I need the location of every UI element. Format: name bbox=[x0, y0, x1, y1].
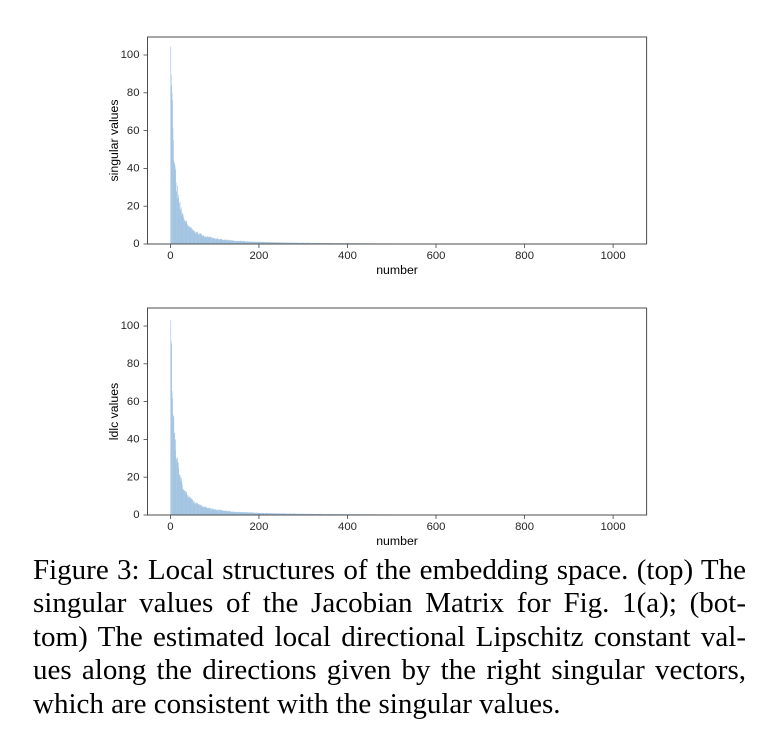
svg-text:800: 800 bbox=[515, 250, 534, 262]
svg-text:80: 80 bbox=[127, 358, 140, 370]
svg-text:200: 200 bbox=[250, 250, 269, 262]
svg-text:400: 400 bbox=[338, 521, 357, 533]
svg-text:singular values: singular values bbox=[107, 99, 121, 181]
svg-text:20: 20 bbox=[127, 471, 140, 483]
svg-text:number: number bbox=[376, 534, 418, 548]
svg-text:600: 600 bbox=[427, 250, 446, 262]
svg-text:100: 100 bbox=[121, 320, 140, 332]
svg-text:20: 20 bbox=[127, 200, 140, 212]
svg-text:0: 0 bbox=[167, 250, 173, 262]
svg-text:40: 40 bbox=[127, 163, 140, 175]
svg-text:0: 0 bbox=[133, 238, 139, 250]
svg-text:1000: 1000 bbox=[601, 250, 626, 262]
svg-text:80: 80 bbox=[127, 87, 140, 99]
svg-text:400: 400 bbox=[338, 250, 357, 262]
svg-text:0: 0 bbox=[167, 521, 173, 533]
svg-text:0: 0 bbox=[133, 509, 139, 521]
svg-text:60: 60 bbox=[127, 396, 140, 408]
svg-text:100: 100 bbox=[121, 49, 140, 61]
svg-text:1000: 1000 bbox=[601, 521, 626, 533]
svg-text:ldlc values: ldlc values bbox=[107, 383, 121, 440]
svg-text:200: 200 bbox=[250, 521, 269, 533]
svg-text:800: 800 bbox=[515, 521, 534, 533]
svg-text:60: 60 bbox=[127, 125, 140, 137]
svg-text:40: 40 bbox=[127, 434, 140, 446]
svg-text:600: 600 bbox=[427, 521, 446, 533]
